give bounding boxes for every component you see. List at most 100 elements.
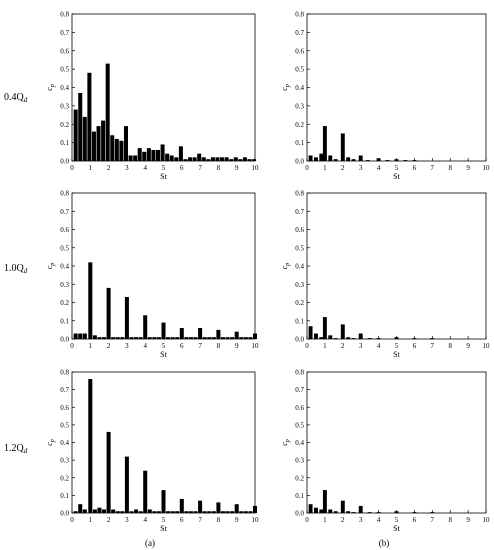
bar (119, 140, 124, 161)
x-tick-label: 0 (305, 342, 309, 350)
x-tick-label: 1 (323, 516, 327, 524)
y-tick-label: 0.3 (295, 281, 304, 289)
y-tick-label: 0.3 (60, 102, 69, 110)
bar (216, 502, 221, 513)
x-tick-label: 10 (483, 516, 491, 524)
bar (151, 149, 156, 161)
bar (207, 337, 212, 339)
x-tick-label: 6 (180, 516, 184, 524)
bar (211, 337, 216, 339)
bar (239, 511, 244, 513)
x-tick-label: 6 (413, 516, 417, 524)
bar (333, 159, 338, 161)
bar (115, 337, 120, 339)
x-tick-label: 2 (107, 516, 111, 524)
y-tick-label: 0.5 (295, 66, 304, 74)
y-tick-label: 0.7 (295, 208, 304, 216)
bar (143, 470, 148, 513)
bar (313, 157, 318, 161)
x-tick-label: 3 (359, 342, 363, 350)
bar (322, 126, 327, 161)
bar (133, 155, 138, 161)
x-tick-label: 10 (483, 164, 491, 172)
bar (239, 337, 244, 339)
y-tick-label: 0.7 (60, 208, 69, 216)
x-tick-label: 5 (395, 516, 399, 524)
bar (319, 153, 324, 161)
x-tick-label: 4 (377, 516, 381, 524)
x-tick-label: 2 (107, 342, 111, 350)
y-axis-label: cp (280, 439, 291, 446)
x-tick-label: 1 (89, 164, 93, 172)
bar (147, 337, 152, 339)
y-tick-label: 0.7 (60, 29, 69, 37)
bar (322, 317, 327, 339)
x-axis-label: St (160, 350, 167, 359)
plot-frame (306, 13, 487, 162)
bar (230, 337, 235, 339)
bar (346, 157, 351, 161)
bar (216, 329, 221, 339)
bar (134, 337, 139, 339)
bar (340, 324, 345, 339)
y-tick-label: 0.4 (60, 439, 69, 447)
bar (248, 337, 253, 339)
bar (198, 328, 203, 339)
x-tick-label: 9 (466, 164, 470, 172)
bar (193, 511, 198, 513)
x-tick-label: 5 (162, 164, 166, 172)
bar (319, 337, 324, 339)
bar (215, 157, 220, 161)
bar (220, 511, 225, 513)
bar (328, 509, 333, 513)
bar (188, 511, 193, 513)
x-tick-label: 6 (413, 164, 417, 172)
x-tick-label: 10 (252, 164, 260, 172)
bar (313, 333, 318, 339)
bar (129, 337, 134, 339)
bar (170, 511, 175, 513)
bar (97, 507, 102, 513)
bar (233, 157, 238, 161)
y-tick-label: 0.2 (60, 474, 69, 482)
bar (188, 337, 193, 339)
plot-frame (306, 192, 487, 340)
row-label-2: 1.2Qd (4, 443, 28, 455)
y-tick-label: 0.1 (60, 139, 69, 147)
bar (179, 328, 184, 339)
bar (247, 159, 252, 161)
x-tick-label: 6 (180, 164, 184, 172)
bar (193, 337, 198, 339)
bar (106, 431, 111, 513)
bar (308, 504, 313, 513)
bar (102, 509, 107, 513)
y-tick-label: 0.0 (295, 158, 304, 166)
y-tick-label: 0.6 (60, 404, 69, 412)
bar (106, 287, 111, 339)
y-tick-label: 0.3 (295, 102, 304, 110)
x-tick-label: 8 (217, 164, 221, 172)
x-tick-label: 2 (107, 164, 111, 172)
bar (166, 337, 171, 339)
bar (198, 500, 203, 513)
chart-panel-2: 0.0 0.1 0.2 0.3 0.4 0.5 0.6 0.7 0.8 0 1 2 3 4 5 6 7 8 9 10 S… (45, 190, 259, 360)
bar (82, 116, 87, 161)
row-label-0: 0.4Qd (4, 92, 28, 104)
bar (114, 138, 119, 161)
chart-panel-1: 0.0 0.1 0.2 0.3 0.4 0.5 0.6 0.7 0.8 0 1 2 3 4 5 6 7 8 9 10 S… (280, 11, 490, 182)
bar (78, 504, 83, 513)
y-axis-label: cp (45, 439, 56, 446)
bar (202, 511, 207, 513)
bar (252, 159, 257, 161)
y-tick-label: 0.7 (60, 386, 69, 394)
y-tick-label: 0.8 (295, 190, 304, 198)
bar (376, 512, 381, 513)
bar (358, 155, 363, 161)
bar (333, 511, 338, 513)
bar (346, 337, 351, 339)
y-tick-label: 0.1 (60, 492, 69, 500)
x-tick-label: 1 (89, 516, 93, 524)
bar (252, 333, 258, 339)
y-tick-label: 0.5 (60, 421, 69, 429)
bar (229, 159, 234, 161)
